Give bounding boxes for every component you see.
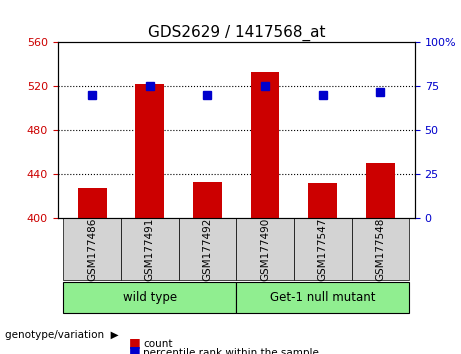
Text: wild type: wild type [123, 291, 177, 304]
Title: GDS2629 / 1417568_at: GDS2629 / 1417568_at [148, 25, 325, 41]
Bar [366, 164, 395, 218]
Text: genotype/variation  ▶: genotype/variation ▶ [5, 330, 118, 339]
FancyBboxPatch shape [236, 282, 409, 313]
Text: GSM177547: GSM177547 [318, 217, 328, 281]
Text: GSM177490: GSM177490 [260, 217, 270, 281]
Bar [78, 188, 106, 218]
FancyBboxPatch shape [351, 218, 409, 280]
Text: GSM177548: GSM177548 [375, 217, 385, 281]
Text: Get-1 null mutant: Get-1 null mutant [270, 291, 375, 304]
Text: GSM177492: GSM177492 [202, 217, 213, 281]
Text: percentile rank within the sample: percentile rank within the sample [143, 348, 319, 354]
Bar [251, 72, 279, 218]
Text: GSM177486: GSM177486 [87, 217, 97, 281]
Bar [136, 84, 164, 218]
Text: count: count [143, 339, 172, 349]
FancyBboxPatch shape [64, 218, 121, 280]
FancyBboxPatch shape [121, 218, 179, 280]
Text: GSM177491: GSM177491 [145, 217, 155, 281]
FancyBboxPatch shape [179, 218, 236, 280]
Text: ■: ■ [129, 336, 141, 349]
FancyBboxPatch shape [64, 282, 236, 313]
Bar [193, 182, 222, 218]
FancyBboxPatch shape [294, 218, 351, 280]
Bar [308, 183, 337, 218]
Text: ■: ■ [129, 344, 141, 354]
FancyBboxPatch shape [236, 218, 294, 280]
